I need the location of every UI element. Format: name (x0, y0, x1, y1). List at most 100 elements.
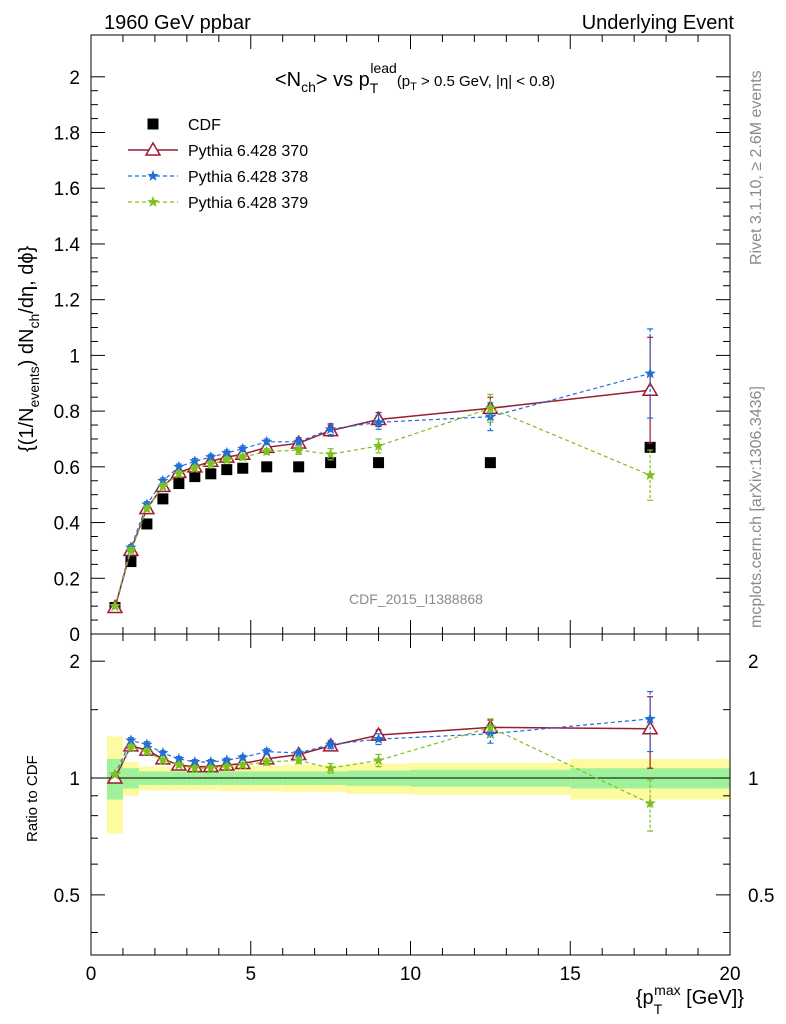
main-point-pythia-6-428-379 (261, 445, 273, 457)
main-title: <Nch> vs pTlead(pT > 0.5 GeV, |η| < 0.8) (275, 60, 555, 96)
main-point-cdf (644, 441, 656, 453)
ratio-bands (106, 736, 730, 834)
main-y-tick-label: 0.4 (54, 514, 81, 535)
main-point-pythia-6-428-379 (189, 462, 201, 474)
ratio-y-ticks: 0.5 0.5 1 1 2 2 (54, 652, 774, 933)
main-point-pythia-6-428-379 (221, 453, 233, 465)
main-point-cdf (157, 493, 169, 505)
ratio-point-pythia-6-428-378 (157, 747, 169, 758)
header-right: Underlying Event (582, 12, 735, 34)
x-tick-label: 0 (86, 964, 97, 985)
main-point-pythia-6-428-379 (293, 444, 305, 455)
ratio-point-pythia-6-428-378 (237, 751, 249, 763)
main-frame (90, 34, 731, 635)
ratio-y-tick-label: 1 (69, 769, 80, 790)
ratio-point-pythia-6-428-379 (324, 762, 337, 774)
ratio-point-pythia-6-428-379 (372, 754, 385, 766)
main-point-pythia-6-428-379 (372, 439, 385, 451)
ratio-point-pythia-6-428-379 (205, 762, 217, 774)
main-point-pythia-6-428-378 (173, 460, 185, 472)
main-point-pythia-6-428-378 (189, 455, 201, 467)
main-point-pythia-6-428-378 (293, 435, 305, 447)
legend-label-pythia-6-428-378: Pythia 6.428 378 (188, 169, 308, 186)
ratio-point-pythia-6-428-379 (484, 721, 497, 733)
x-tick-label: 10 (400, 964, 421, 985)
legend-marker-cdf (147, 118, 159, 130)
main-point-pythia-6-428-378 (237, 442, 249, 454)
main-point-pythia-6-428-379 (109, 600, 121, 611)
legend-marker-pythia-6-428-379 (147, 196, 159, 207)
main-point-pythia-6-428-378 (157, 474, 169, 486)
main-point-cdf (261, 461, 273, 473)
main-y-tick-label: 1.2 (54, 291, 80, 312)
legend-label-cdf: CDF (188, 117, 221, 134)
ratio-point-pythia-6-428-379 (189, 762, 201, 774)
main-point-cdf (189, 471, 201, 483)
ratio-point-pythia-6-428-378 (189, 756, 201, 767)
legend-marker-pythia-6-428-378 (147, 170, 159, 181)
ratio-x-ticks: 0 5 10 15 20 (86, 634, 741, 985)
main-point-cdf (484, 457, 496, 469)
main-point-pythia-6-428-379 (205, 458, 217, 469)
x-axis-label: {pTmax [GeV]} (636, 982, 745, 1017)
ratio-point-pythia-6-428-379 (644, 797, 656, 809)
main-point-cdf (125, 556, 137, 568)
main-point-cdf (205, 468, 217, 480)
main-point-pythia-6-428-379 (237, 451, 249, 462)
ratio-point-pythia-6-428-379 (221, 760, 233, 772)
main-point-pythia-6-428-379 (157, 480, 169, 492)
main-point-pythia-6-428-378 (644, 367, 656, 379)
main-point-cdf (173, 478, 185, 490)
main-point-pythia-6-428-378 (372, 416, 385, 428)
x-tick-label: 5 (245, 964, 256, 985)
ratio-point-pythia-6-428-378 (125, 734, 137, 746)
main-point-pythia-6-428-378 (205, 451, 217, 462)
mcplots-label: mcplots.cern.ch [arXiv:1306.3436] (748, 386, 765, 628)
main-line-pythia-6-428-379 (114, 407, 651, 607)
ratio-panel: 0.5 0.5 1 1 2 2 0 5 10 15 20 Ratio to CDF {pTmax … (24, 633, 774, 1017)
ratio-point-pythia-6-428-379 (261, 756, 273, 767)
ratio-y-tick-label: 2 (69, 652, 80, 673)
main-panel: 0 0.2 0.4 0.6 0.8 1 1.2 1.4 1.6 1.8 2 <Nch> vs pTl… (16, 34, 731, 646)
legend-marker-pythia-6-428-370 (144, 141, 162, 156)
main-point-cdf (237, 462, 249, 474)
ratio-point-pythia-6-428-379 (157, 754, 169, 766)
main-y-tick-label: 1.8 (54, 124, 80, 145)
ratio-point-pythia-6-428-379 (237, 759, 249, 770)
ratio-point-pythia-6-428-378 (141, 738, 153, 750)
rivet-label: Rivet 3.1.10, ≥ 2.6M events (748, 70, 765, 265)
main-point-cdf (141, 518, 153, 530)
ratio-point-pythia-6-428-378 (484, 727, 497, 739)
ratio-point-pythia-6-428-379 (141, 745, 153, 757)
ratio-point-pythia-6-428-378 (324, 738, 337, 750)
main-marks (106, 328, 659, 614)
main-y-tick-label: 1.4 (54, 235, 81, 256)
main-point-pythia-6-428-379 (324, 448, 337, 460)
x-tick-label: 15 (560, 964, 581, 985)
legend: CDF Pythia 6.428 370 Pythia 6.428 378 Pythi… (128, 117, 308, 212)
main-point-pythia-6-428-379 (484, 402, 497, 414)
main-point-pythia-6-428-379 (125, 544, 137, 556)
ratio-point-pythia-6-428-379 (293, 754, 305, 766)
header-left: 1960 GeV ppbar (104, 12, 251, 34)
main-y-tick-label: 1.6 (54, 179, 80, 200)
main-point-cdf (221, 464, 233, 476)
ratio-point-pythia-6-428-378 (173, 752, 185, 764)
ratio-point-pythia-6-428-378 (372, 733, 385, 744)
ratio-point-pythia-6-428-379 (173, 759, 185, 770)
ratio-point-pythia-6-428-378 (293, 747, 305, 758)
main-point-pythia-6-428-378 (324, 423, 337, 435)
ratio-y-tick-label-right: 2 (748, 652, 759, 673)
ratio-line-pythia-6-428-379 (114, 726, 651, 805)
ratio-y-tick-label-right: 1 (748, 769, 759, 790)
main-point-pythia-6-428-378 (261, 435, 273, 447)
main-y-tick-label: 2 (69, 68, 80, 89)
ratio-line-pythia-6-428-378 (114, 718, 651, 775)
ratio-y-tick-label: 0.5 (54, 886, 80, 907)
main-point-pythia-6-428-378 (221, 446, 233, 458)
main-x-ticks (90, 35, 731, 634)
ratio-point-pythia-6-428-379 (125, 741, 137, 753)
main-point-pythia-6-428-379 (173, 467, 185, 479)
legend-label-pythia-6-428-370: Pythia 6.428 370 (188, 143, 308, 160)
